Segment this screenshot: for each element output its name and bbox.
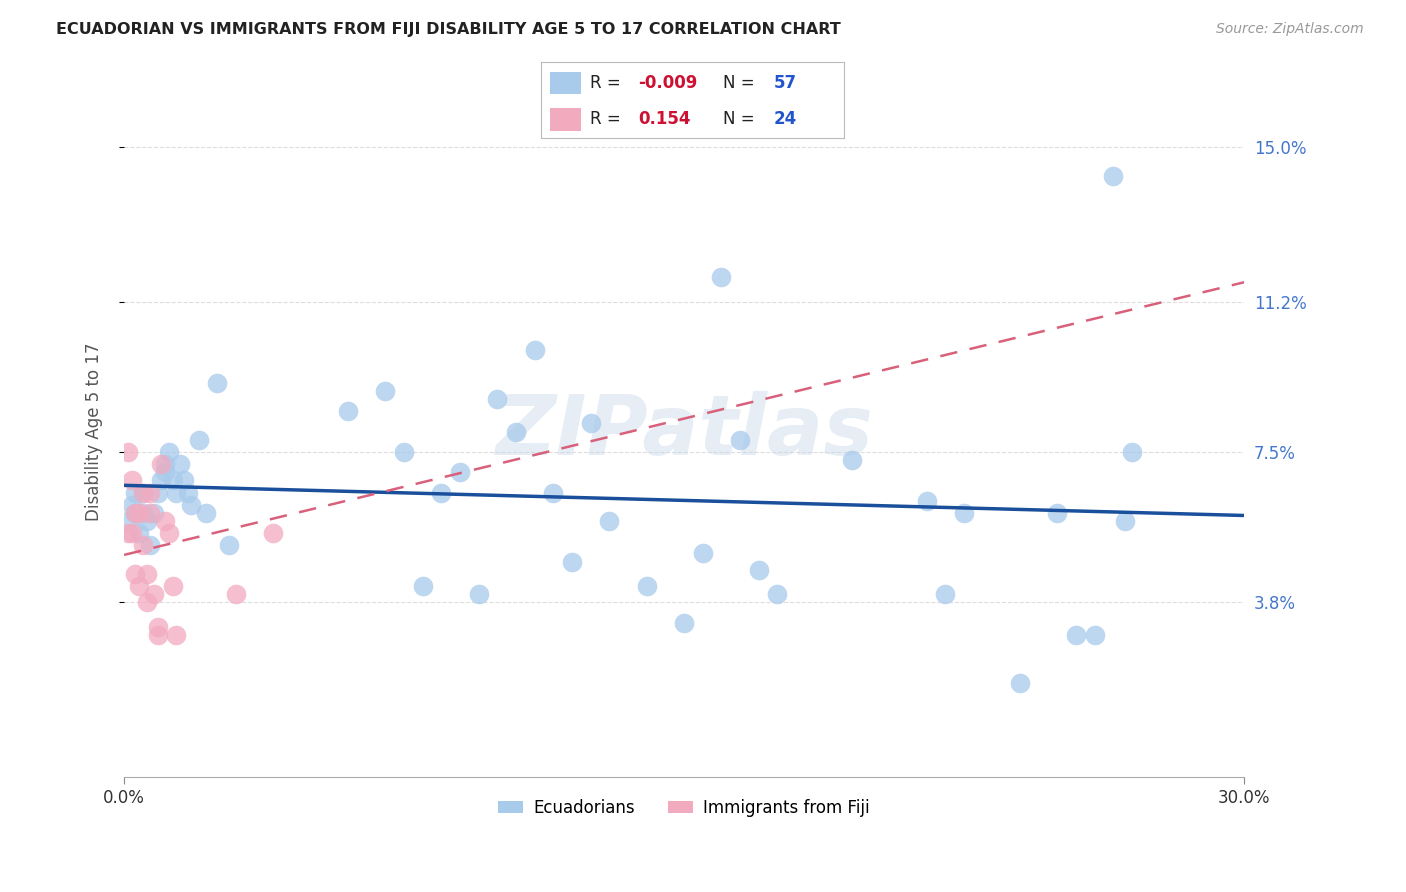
Point [505, 425, 527, 439]
Point [121, 498, 143, 512]
Point [117, 526, 139, 541]
Text: N =: N = [723, 74, 754, 92]
Point [132, 485, 155, 500]
Y-axis label: Disability Age 5 to 17: Disability Age 5 to 17 [86, 343, 103, 521]
Text: 24: 24 [775, 110, 797, 128]
Point [153, 457, 176, 471]
Point [449, 465, 471, 479]
Point [128, 526, 150, 541]
Point [263, 526, 285, 541]
Text: R =: R = [589, 110, 620, 128]
Legend: Ecuadorians, Immigrants from Fiji: Ecuadorians, Immigrants from Fiji [492, 792, 876, 824]
Point [392, 445, 415, 459]
Point [121, 474, 143, 488]
Point [162, 579, 184, 593]
Text: 0.154: 0.154 [638, 110, 690, 128]
Point [430, 485, 453, 500]
Point [561, 555, 583, 569]
Point [139, 506, 162, 520]
Point [673, 615, 696, 630]
Bar [550, 108, 581, 130]
Point [150, 457, 173, 471]
Point [412, 579, 434, 593]
Point [180, 498, 202, 512]
Text: Source: ZipAtlas.com: Source: ZipAtlas.com [1216, 22, 1364, 37]
Point [132, 506, 155, 520]
Point [165, 628, 187, 642]
Point [124, 506, 146, 520]
Text: ZIPatlas: ZIPatlas [495, 391, 873, 472]
Point [135, 595, 157, 609]
Point [153, 465, 176, 479]
Point [173, 474, 195, 488]
Bar [550, 71, 581, 95]
Text: ECUADORIAN VS IMMIGRANTS FROM FIJI DISABILITY AGE 5 TO 17 CORRELATION CHART: ECUADORIAN VS IMMIGRANTS FROM FIJI DISAB… [56, 22, 841, 37]
Point [1084, 628, 1107, 642]
Point [143, 587, 166, 601]
Point [598, 514, 620, 528]
Point [187, 433, 209, 447]
Point [176, 485, 198, 500]
Text: 57: 57 [775, 74, 797, 92]
Point [157, 526, 180, 541]
Point [153, 514, 176, 528]
Point [1064, 628, 1087, 642]
Point [165, 485, 187, 500]
Point [162, 474, 184, 488]
Point [139, 538, 162, 552]
Point [143, 506, 166, 520]
Point [337, 404, 360, 418]
Point [374, 384, 396, 398]
Point [124, 506, 146, 520]
Point [135, 514, 157, 528]
Point [132, 538, 155, 552]
Point [468, 587, 491, 601]
Point [146, 619, 169, 633]
Text: -0.009: -0.009 [638, 74, 697, 92]
Point [218, 538, 240, 552]
Point [486, 392, 509, 406]
Point [710, 270, 733, 285]
Point [157, 445, 180, 459]
Point [146, 485, 169, 500]
Point [121, 526, 143, 541]
Point [766, 587, 789, 601]
Point [953, 506, 976, 520]
Text: N =: N = [723, 110, 754, 128]
Point [579, 417, 602, 431]
Text: R =: R = [589, 74, 620, 92]
Point [132, 485, 155, 500]
Point [195, 506, 218, 520]
Point [169, 457, 191, 471]
Point [1114, 514, 1136, 528]
Point [636, 579, 658, 593]
Point [1046, 506, 1069, 520]
Point [124, 485, 146, 500]
Point [748, 563, 770, 577]
Point [543, 485, 565, 500]
Point [135, 566, 157, 581]
Point [139, 485, 162, 500]
Point [841, 453, 863, 467]
Point [1121, 445, 1143, 459]
Point [128, 506, 150, 520]
Point [124, 566, 146, 581]
Point [146, 628, 169, 642]
Point [1010, 676, 1032, 690]
Point [117, 445, 139, 459]
Point [128, 579, 150, 593]
Point [207, 376, 229, 390]
Point [225, 587, 247, 601]
Point [934, 587, 956, 601]
Point [692, 546, 714, 560]
Point [1102, 169, 1125, 183]
Point [523, 343, 546, 358]
Point [117, 514, 139, 528]
Point [915, 493, 938, 508]
Point [150, 474, 173, 488]
Point [728, 433, 751, 447]
